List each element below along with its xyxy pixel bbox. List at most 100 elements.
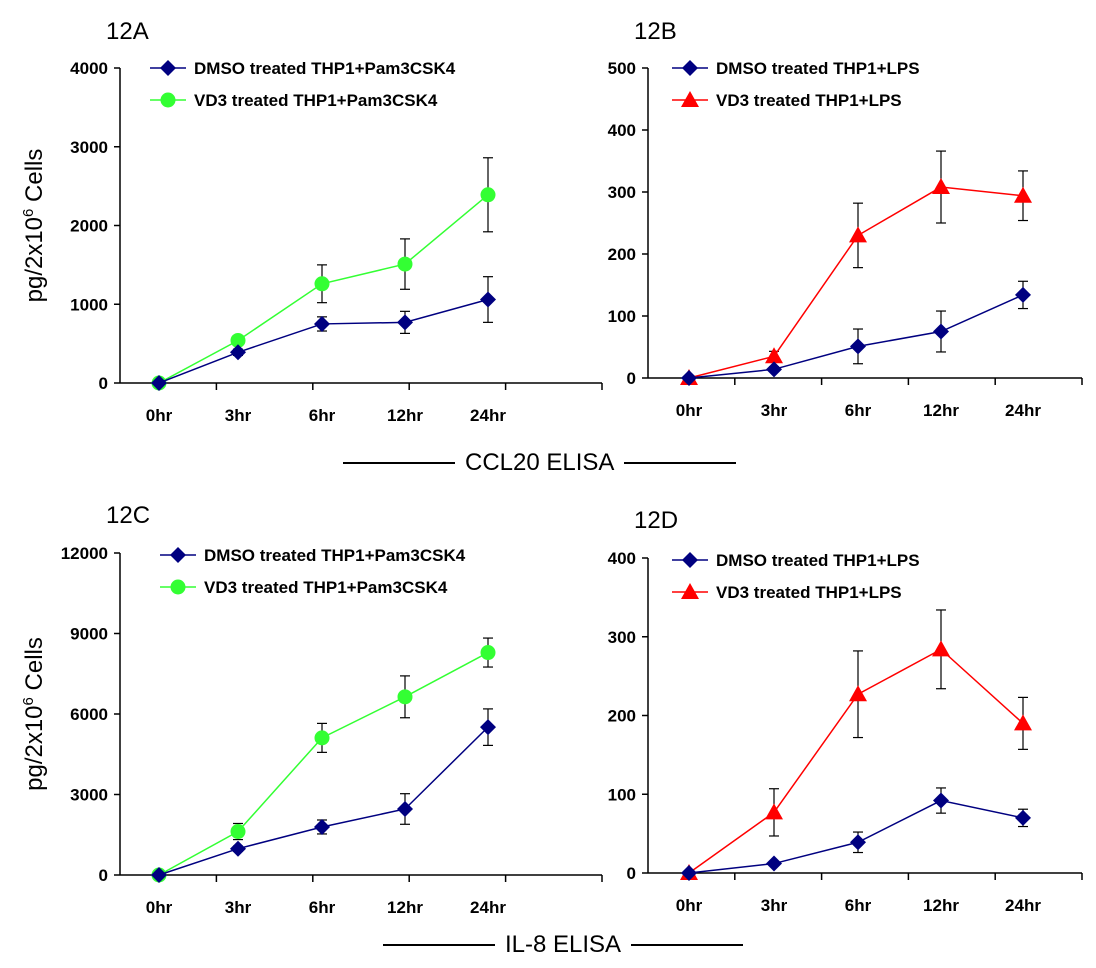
data-point xyxy=(1015,286,1031,303)
y-tick-label: 100 xyxy=(608,307,636,326)
separator-rule-right xyxy=(631,944,744,946)
y-tick-label: 2000 xyxy=(70,217,108,236)
y-axis-label-text: pg/2x10 xyxy=(21,705,48,790)
x-tick-label: 12hr xyxy=(387,406,423,425)
x-tick-label: 0hr xyxy=(676,401,703,420)
legend-label: DMSO treated THP1+Pam3CSK4 xyxy=(194,59,456,78)
legend-label: VD3 treated THP1+LPS xyxy=(716,91,902,110)
series-line xyxy=(158,651,489,876)
data-point xyxy=(933,792,949,809)
y-tick-label: 9000 xyxy=(70,625,108,644)
legend-label: VD3 treated THP1+LPS xyxy=(716,583,902,602)
x-tick-label: 24hr xyxy=(1005,401,1041,420)
legend-label: VD3 treated THP1+Pam3CSK4 xyxy=(204,578,448,597)
chart-panel-12d: 12D 0 100 200 300 400 0hr 3hr 6hr 12hr 24hr DMSO tr… xyxy=(608,507,1083,915)
legend-entry: VD3 treated THP1+Pam3CSK4 xyxy=(150,91,438,110)
y-axis-label-text: pg/2x10 xyxy=(21,217,48,302)
legend-marker xyxy=(681,583,699,599)
series-vd3 xyxy=(151,637,496,883)
y-tick-label: 400 xyxy=(608,121,636,140)
data-point xyxy=(1014,714,1032,731)
legend-entry: DMSO treated THP1+Pam3CSK4 xyxy=(150,59,456,78)
x-tick-label: 12hr xyxy=(923,896,959,915)
data-point xyxy=(766,361,782,378)
y-tick-label: 0 xyxy=(99,866,108,885)
legend-marker xyxy=(160,60,176,76)
data-point xyxy=(397,800,413,817)
series-line xyxy=(158,726,489,876)
x-tick-label: 3hr xyxy=(761,401,788,420)
x-tick-label: 12hr xyxy=(923,401,959,420)
data-point xyxy=(397,314,413,331)
y-tick-label: 1000 xyxy=(70,295,108,314)
y-tick-label: 0 xyxy=(627,369,636,388)
panel-label: 12C xyxy=(106,502,150,529)
separator-rule-left xyxy=(383,944,495,946)
legend-entry: VD3 treated THP1+Pam3CSK4 xyxy=(160,578,448,597)
ccl20-elisa-separator: CCL20 ELISA xyxy=(343,449,737,477)
il8-elisa-separator: IL-8 ELISA xyxy=(383,931,744,959)
panel-label: 12D xyxy=(634,507,678,534)
data-point xyxy=(480,645,496,661)
y-tick-label: 3000 xyxy=(70,786,108,805)
legend-entry: DMSO treated THP1+LPS xyxy=(672,59,920,78)
y-tick-label: 200 xyxy=(608,245,636,264)
data-point xyxy=(314,730,330,746)
legend-marker xyxy=(170,547,186,563)
chart-panel-12c: 12C pg/2x106 Cells 0 3000 6000 9000 12000 0hr 3h… xyxy=(20,502,603,917)
legend-label: VD3 treated THP1+Pam3CSK4 xyxy=(194,91,438,110)
y-tick-label: 400 xyxy=(608,549,636,568)
legend-marker xyxy=(681,91,699,107)
data-point xyxy=(849,226,867,243)
x-tick-label: 0hr xyxy=(676,896,703,915)
y-axis-label: pg/2x106 Cells xyxy=(20,149,48,303)
data-point xyxy=(480,719,496,736)
panel-label: 12B xyxy=(634,18,677,45)
data-point xyxy=(766,855,782,872)
y-tick-label: 6000 xyxy=(70,705,108,724)
data-point xyxy=(480,291,496,308)
panel-label: 12A xyxy=(106,18,149,45)
data-point xyxy=(681,370,697,386)
chart-panel-12b: 12B 0 100 200 300 400 500 0hr 3hr 6hr 12hr 24hr DMSO… xyxy=(608,18,1083,420)
ccl20-elisa-label: CCL20 ELISA xyxy=(465,449,615,476)
data-point xyxy=(765,347,783,364)
x-tick-label: 6hr xyxy=(845,401,872,420)
data-point xyxy=(1015,809,1031,826)
series-dmso xyxy=(681,280,1031,386)
y-axis-label: pg/2x106 Cells xyxy=(20,637,48,791)
data-point xyxy=(932,178,950,195)
y-axis-label-text: Cells xyxy=(21,149,48,209)
data-point xyxy=(230,332,246,348)
x-tick-label: 6hr xyxy=(845,896,872,915)
data-point xyxy=(850,338,866,355)
x-tick-label: 6hr xyxy=(309,406,336,425)
y-tick-label: 500 xyxy=(608,59,636,78)
data-point xyxy=(230,840,246,857)
x-tick-label: 6hr xyxy=(309,898,336,917)
data-point xyxy=(850,834,866,851)
data-point xyxy=(932,640,950,657)
legend-label: DMSO treated THP1+LPS xyxy=(716,551,920,570)
x-tick-label: 0hr xyxy=(146,406,173,425)
y-axis-label-superscript: 6 xyxy=(20,209,37,217)
data-point xyxy=(314,315,330,332)
legend-marker xyxy=(160,92,176,108)
data-point xyxy=(314,818,330,835)
data-point xyxy=(681,865,697,881)
x-tick-label: 24hr xyxy=(470,406,506,425)
y-tick-label: 12000 xyxy=(61,544,108,563)
data-point xyxy=(1014,186,1032,203)
y-tick-label: 300 xyxy=(608,628,636,647)
y-tick-label: 0 xyxy=(627,864,636,883)
x-tick-label: 24hr xyxy=(1005,896,1041,915)
y-axis-label-superscript: 6 xyxy=(20,697,37,705)
legend-label: DMSO treated THP1+Pam3CSK4 xyxy=(204,546,466,565)
y-tick-label: 100 xyxy=(608,785,636,804)
data-point xyxy=(151,867,167,883)
legend-entry: DMSO treated THP1+Pam3CSK4 xyxy=(160,546,466,565)
series-dmso xyxy=(151,708,496,883)
legend-entry: VD3 treated THP1+LPS xyxy=(672,583,902,602)
separator-rule-right xyxy=(624,462,737,464)
